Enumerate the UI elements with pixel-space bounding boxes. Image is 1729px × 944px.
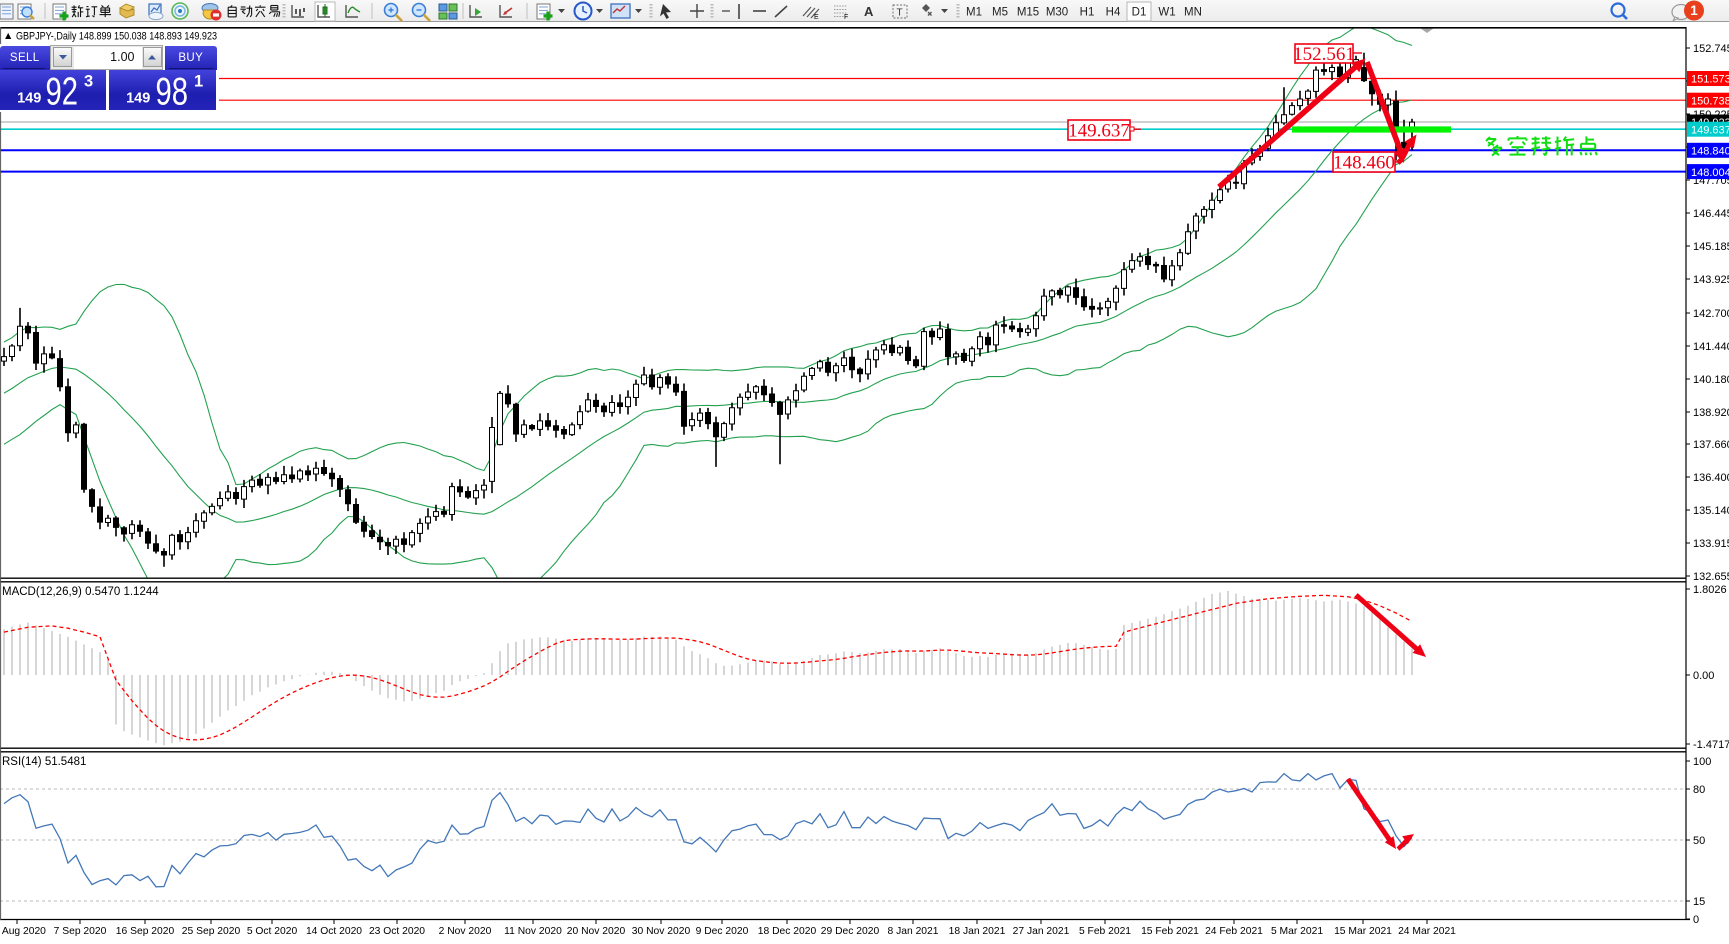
svg-text:152.561: 152.561 <box>1293 44 1355 65</box>
svg-text:D1: D1 <box>1132 7 1147 19</box>
svg-text:28 Aug 2020: 28 Aug 2020 <box>0 926 46 937</box>
svg-text:8 Jan 2021: 8 Jan 2021 <box>888 926 939 937</box>
svg-text:136.400: 136.400 <box>1693 472 1729 484</box>
svg-text:151.573: 151.573 <box>1691 74 1729 86</box>
svg-text:80: 80 <box>1693 784 1705 796</box>
svg-text:140.180: 140.180 <box>1693 374 1729 386</box>
svg-text:1: 1 <box>1690 3 1698 18</box>
svg-text:-1.4717: -1.4717 <box>1693 739 1729 751</box>
svg-text:137.660: 137.660 <box>1693 439 1729 451</box>
svg-text:7 Sep 2020: 7 Sep 2020 <box>54 926 107 937</box>
svg-text:1: 1 <box>194 72 203 90</box>
svg-text:0: 0 <box>1693 914 1699 926</box>
svg-text:138.920: 138.920 <box>1693 407 1729 419</box>
svg-text:GBPJPY-,Daily 148.899 150.038: GBPJPY-,Daily 148.899 150.038 148.893 14… <box>16 31 217 43</box>
svg-text:29 Dec 2020: 29 Dec 2020 <box>821 926 880 937</box>
svg-text:142.700: 142.700 <box>1693 308 1729 320</box>
svg-text:16 Sep 2020: 16 Sep 2020 <box>116 926 175 937</box>
svg-text:148.004: 148.004 <box>1691 167 1729 179</box>
svg-text:F: F <box>844 14 848 21</box>
svg-text:149.637: 149.637 <box>1068 120 1130 141</box>
svg-text:100: 100 <box>1693 756 1711 768</box>
svg-text:15 Mar 2021: 15 Mar 2021 <box>1334 926 1392 937</box>
svg-text:146.445: 146.445 <box>1693 208 1729 220</box>
svg-text:25 Sep 2020: 25 Sep 2020 <box>182 926 241 937</box>
svg-text:145.185: 145.185 <box>1693 241 1729 253</box>
svg-text:27 Jan 2021: 27 Jan 2021 <box>1013 926 1070 937</box>
svg-text:T: T <box>897 8 903 19</box>
svg-text:M1: M1 <box>966 7 982 19</box>
svg-text:149: 149 <box>17 90 41 106</box>
svg-text:18 Dec 2020: 18 Dec 2020 <box>758 926 817 937</box>
svg-text:23 Oct 2020: 23 Oct 2020 <box>369 926 425 937</box>
svg-text:0.00: 0.00 <box>1693 670 1714 682</box>
svg-text:30 Nov 2020: 30 Nov 2020 <box>632 926 691 937</box>
svg-text:50: 50 <box>1693 835 1705 847</box>
svg-text:132.655: 132.655 <box>1693 571 1729 583</box>
svg-text:135.140: 135.140 <box>1693 505 1729 517</box>
svg-text:2 Nov 2020: 2 Nov 2020 <box>439 926 492 937</box>
svg-text:24 Mar 2021: 24 Mar 2021 <box>1398 926 1456 937</box>
svg-text:11 Nov 2020: 11 Nov 2020 <box>504 926 562 937</box>
svg-text:149.637: 149.637 <box>1691 124 1729 136</box>
svg-text:5 Oct 2020: 5 Oct 2020 <box>247 926 298 937</box>
svg-text:W1: W1 <box>1158 7 1175 19</box>
svg-text:MN: MN <box>1184 7 1202 19</box>
svg-text:5 Mar 2021: 5 Mar 2021 <box>1271 926 1323 937</box>
svg-text:A: A <box>864 4 874 19</box>
svg-text:M15: M15 <box>1017 7 1039 19</box>
svg-text:9 Dec 2020: 9 Dec 2020 <box>696 926 749 937</box>
svg-text:98: 98 <box>156 70 189 110</box>
svg-text:149: 149 <box>126 90 150 106</box>
svg-text:143.925: 143.925 <box>1693 274 1729 286</box>
svg-text:M5: M5 <box>992 7 1008 19</box>
svg-text:3: 3 <box>84 72 93 90</box>
svg-text:M30: M30 <box>1046 7 1068 19</box>
svg-text:148.460: 148.460 <box>1333 152 1395 173</box>
svg-text:152.745: 152.745 <box>1693 43 1729 55</box>
svg-text:▲: ▲ <box>3 30 13 42</box>
svg-text:5 Feb 2021: 5 Feb 2021 <box>1079 926 1131 937</box>
svg-text:H1: H1 <box>1080 7 1095 19</box>
svg-text:133.915: 133.915 <box>1693 538 1729 550</box>
svg-text:92: 92 <box>46 70 79 110</box>
svg-text:1.8026: 1.8026 <box>1693 584 1727 596</box>
svg-text:24 Feb 2021: 24 Feb 2021 <box>1205 926 1263 937</box>
svg-text:RSI(14) 51.5481: RSI(14) 51.5481 <box>2 756 86 768</box>
svg-text:141.440: 141.440 <box>1693 341 1729 353</box>
svg-text:E: E <box>814 14 819 21</box>
svg-text:H4: H4 <box>1106 7 1121 19</box>
svg-text:MACD(12,26,9) 0.5470 1.1244: MACD(12,26,9) 0.5470 1.1244 <box>2 586 159 598</box>
svg-text:15 Feb 2021: 15 Feb 2021 <box>1141 926 1199 937</box>
svg-text:150.738: 150.738 <box>1691 95 1729 107</box>
svg-text:18 Jan 2021: 18 Jan 2021 <box>949 926 1006 937</box>
svg-text:20 Nov 2020: 20 Nov 2020 <box>567 926 626 937</box>
svg-text:15: 15 <box>1693 896 1705 908</box>
svg-text:148.840: 148.840 <box>1691 146 1729 158</box>
svg-text:14 Oct 2020: 14 Oct 2020 <box>306 926 362 937</box>
